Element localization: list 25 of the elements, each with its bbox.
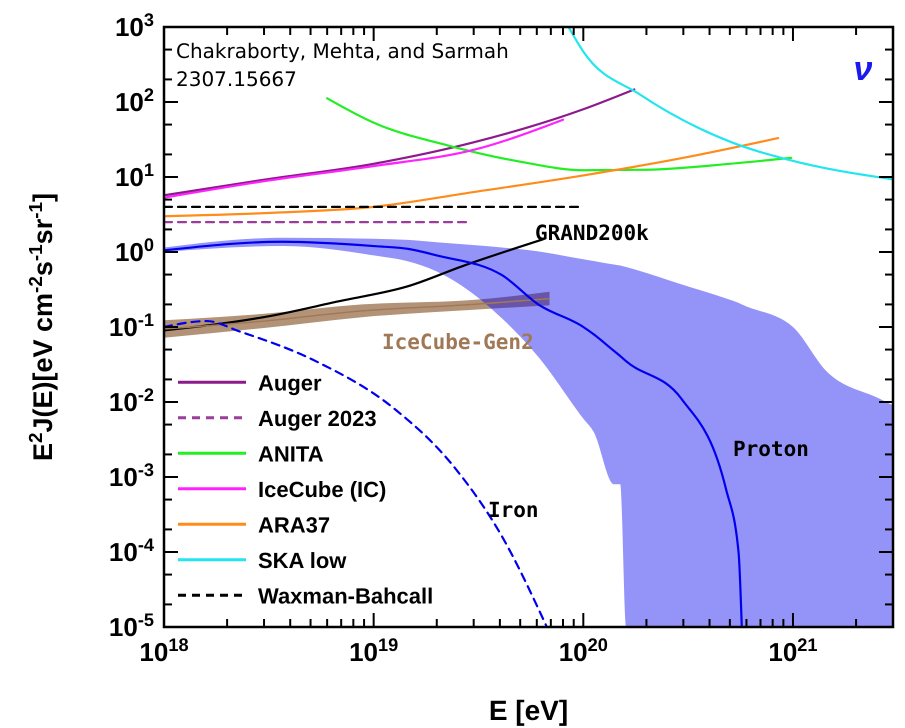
annotation: Iron bbox=[488, 498, 539, 522]
y-tick-label: 10$^{-4}$ bbox=[108, 535, 155, 567]
legend-label: SKA low bbox=[258, 548, 348, 573]
annotation: GRAND200k bbox=[535, 221, 650, 245]
y-tick-label: 10$^{1}$ bbox=[114, 160, 154, 192]
y-tick-label: 10$^{-2}$ bbox=[108, 385, 154, 417]
annotation: Proton bbox=[733, 437, 809, 461]
annotation: 2307.15667 bbox=[176, 67, 297, 91]
annotation: Chakraborty, Mehta, and Sarmah bbox=[176, 39, 509, 63]
y-tick-label: 10$^{0}$ bbox=[114, 235, 154, 267]
legend-label: IceCube (IC) bbox=[258, 476, 386, 502]
x-tick-label: 10$^{19}$ bbox=[349, 635, 398, 667]
y-tick-label: 10$^{-1}$ bbox=[108, 310, 154, 342]
x-axis-title: E [eV] bbox=[488, 695, 568, 726]
x-tick-label: 10$^{21}$ bbox=[768, 635, 818, 667]
legend-label: ANITA bbox=[258, 441, 324, 466]
legend-label: ARA37 bbox=[258, 512, 330, 538]
y-tick-label: 10$^{3}$ bbox=[114, 10, 154, 42]
x-tick-label: 10$^{20}$ bbox=[558, 635, 608, 667]
y-tick-label: 10$^{-3}$ bbox=[108, 460, 154, 492]
legend-label: Auger bbox=[258, 370, 322, 396]
legend-label: Waxman-Bahcall bbox=[258, 583, 434, 608]
y-tick-label: 10$^{2}$ bbox=[114, 85, 154, 117]
legend-label: Auger 2023 bbox=[258, 406, 377, 431]
annotation: ν bbox=[854, 50, 873, 88]
